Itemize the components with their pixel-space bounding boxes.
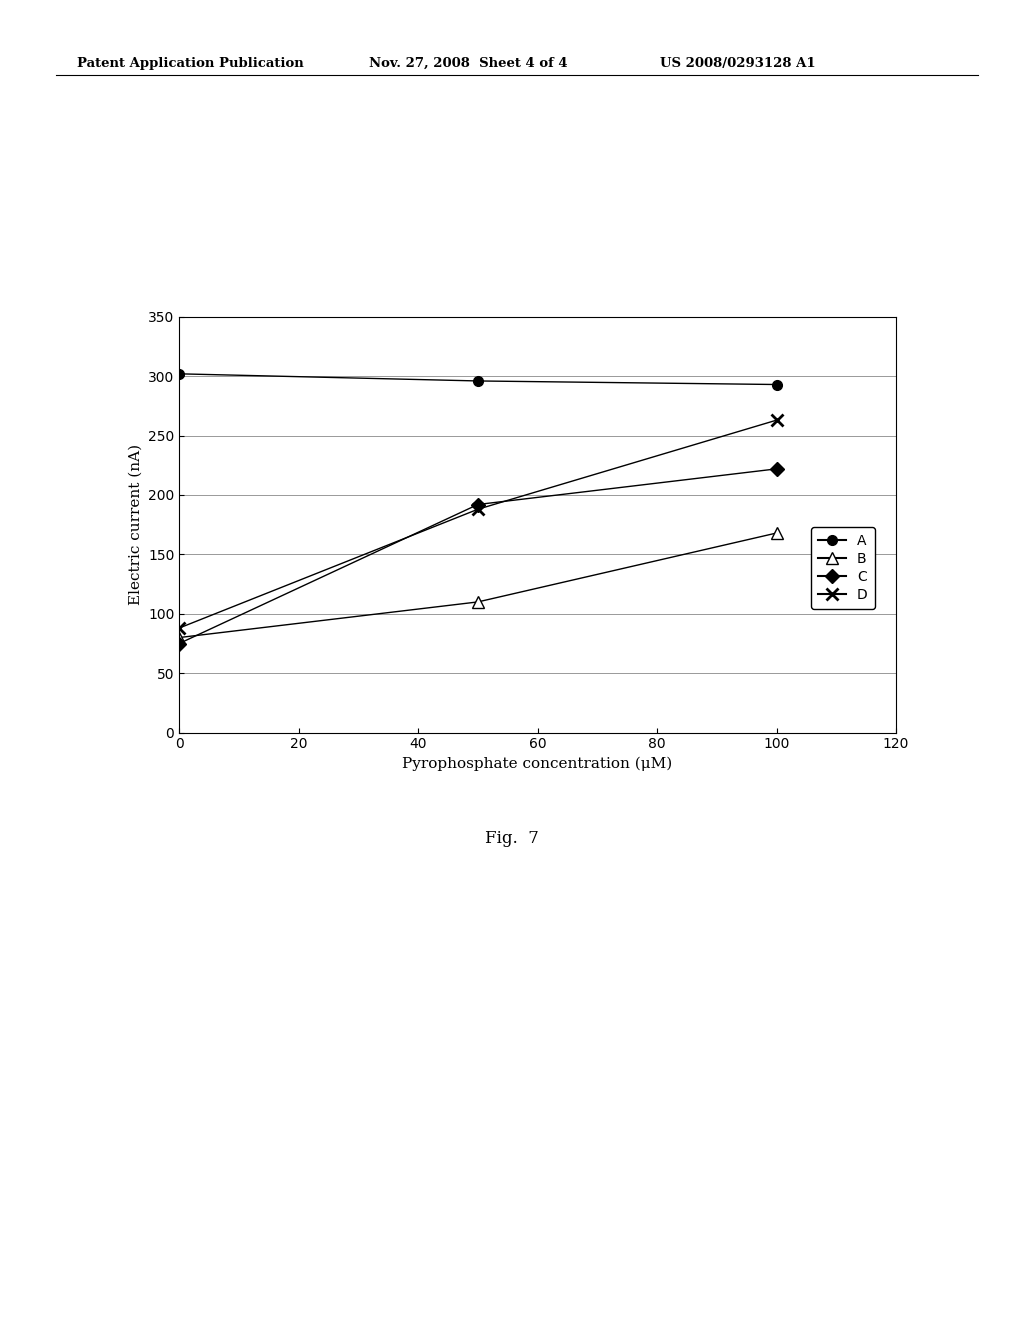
B [173,630,185,645]
A [472,374,484,389]
C [770,461,782,477]
D [770,412,782,428]
Line: C: C [174,465,781,648]
Text: Nov. 27, 2008  Sheet 4 of 4: Nov. 27, 2008 Sheet 4 of 4 [369,57,567,70]
Legend: A, B, C, D: A, B, C, D [811,527,874,610]
C [173,636,185,652]
B [472,594,484,610]
Text: Fig.  7: Fig. 7 [485,830,539,846]
B [770,525,782,541]
Line: B: B [174,528,782,643]
Line: A: A [174,370,781,389]
Y-axis label: Electric current (nA): Electric current (nA) [128,444,142,606]
A [770,376,782,392]
X-axis label: Pyrophosphate concentration (μM): Pyrophosphate concentration (μM) [402,756,673,771]
A [173,366,185,381]
D [472,502,484,517]
C [472,496,484,512]
D [173,620,185,636]
Text: US 2008/0293128 A1: US 2008/0293128 A1 [660,57,816,70]
Text: Patent Application Publication: Patent Application Publication [77,57,303,70]
Line: D: D [173,414,782,635]
